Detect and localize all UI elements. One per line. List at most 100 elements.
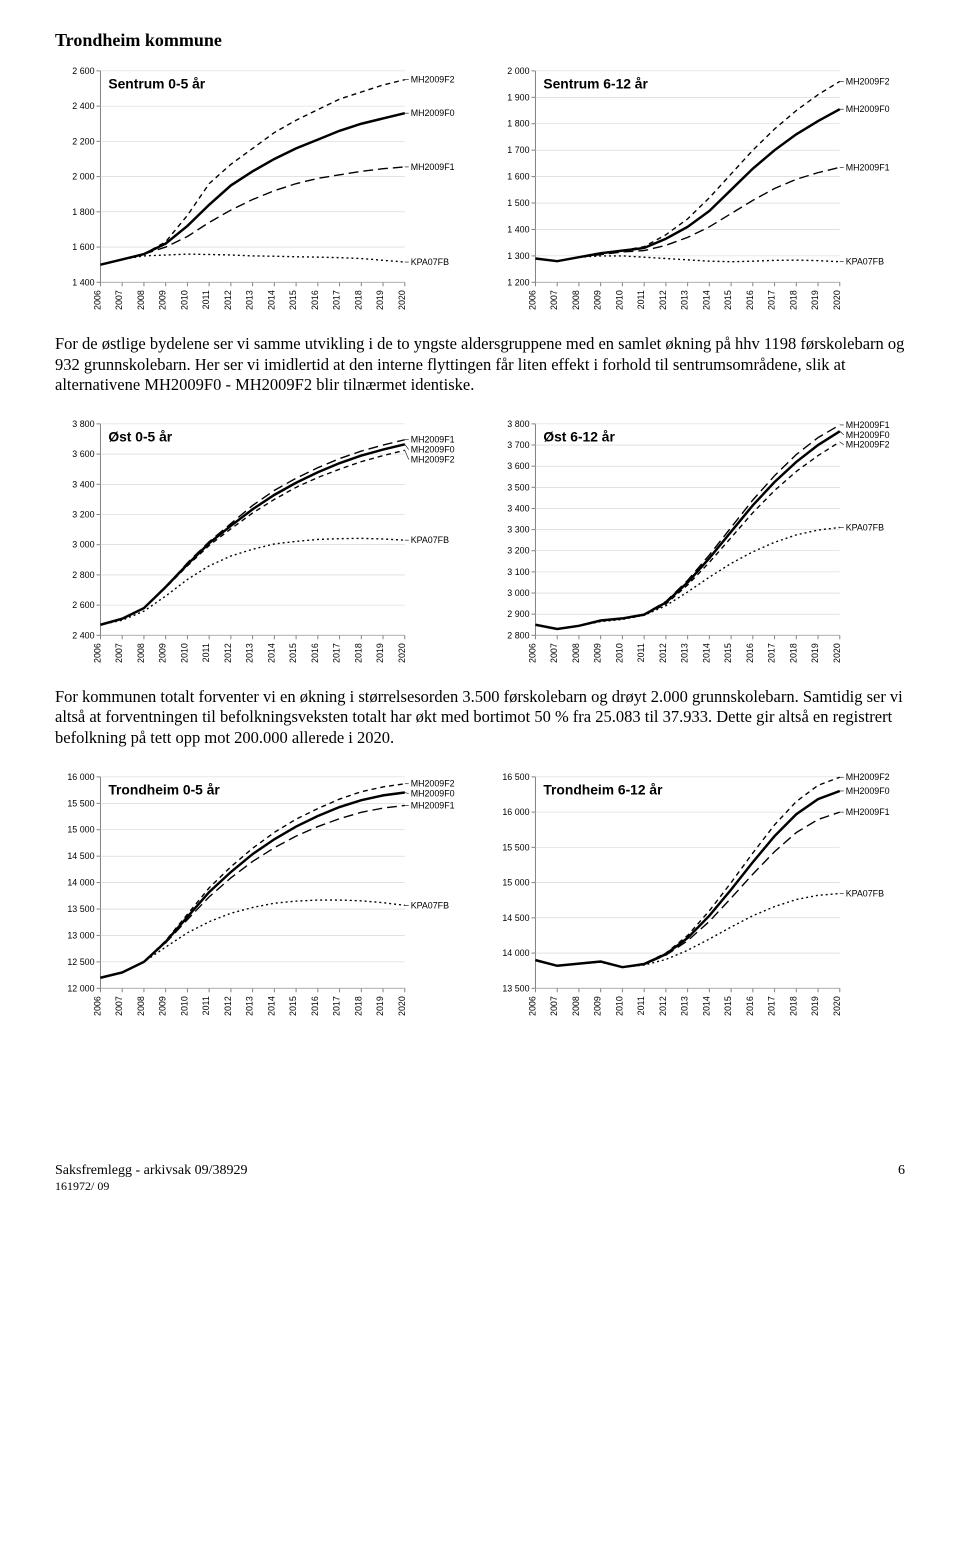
svg-text:2018: 2018 — [788, 643, 798, 663]
footer-left: Saksfremlegg - arkivsak 09/38929 — [55, 1163, 247, 1179]
svg-text:3 800: 3 800 — [72, 419, 94, 429]
paragraph-2: For kommunen totalt forventer vi en økni… — [55, 687, 905, 749]
series-label-KPA07FB: KPA07FB — [846, 257, 884, 267]
svg-text:3 300: 3 300 — [507, 524, 529, 534]
svg-text:2015: 2015 — [723, 996, 733, 1016]
svg-text:2009: 2009 — [158, 996, 168, 1016]
svg-text:2012: 2012 — [658, 643, 668, 663]
svg-text:2009: 2009 — [593, 290, 603, 310]
svg-text:2 800: 2 800 — [72, 570, 94, 580]
page-title: Trondheim kommune — [55, 30, 905, 51]
series-MH2009F0 — [535, 109, 839, 261]
series-KPA07FB — [535, 527, 839, 628]
svg-text:2007: 2007 — [114, 290, 124, 310]
series-label-KPA07FB: KPA07FB — [411, 257, 449, 267]
series-MH2009F0 — [100, 444, 404, 624]
svg-text:15 000: 15 000 — [502, 877, 529, 887]
svg-text:2014: 2014 — [701, 643, 711, 663]
svg-text:12 000: 12 000 — [67, 983, 94, 993]
svg-text:2016: 2016 — [310, 996, 320, 1016]
svg-text:2016: 2016 — [745, 290, 755, 310]
svg-text:2017: 2017 — [332, 643, 342, 663]
svg-text:2017: 2017 — [767, 996, 777, 1016]
svg-text:2009: 2009 — [593, 996, 603, 1016]
chart-ost-05: 2 4002 6002 8003 0003 2003 4003 6003 800… — [55, 414, 470, 671]
svg-text:2 600: 2 600 — [72, 600, 94, 610]
svg-text:3 400: 3 400 — [507, 503, 529, 513]
svg-text:3 400: 3 400 — [72, 479, 94, 489]
svg-text:2013: 2013 — [680, 996, 690, 1016]
svg-text:14 000: 14 000 — [67, 877, 94, 887]
chart-trondheim-05: 12 00012 50013 00013 50014 00014 50015 0… — [55, 767, 470, 1024]
svg-text:2017: 2017 — [332, 996, 342, 1016]
svg-text:2 600: 2 600 — [72, 66, 94, 76]
svg-text:2010: 2010 — [179, 996, 189, 1016]
series-label-KPA07FB: KPA07FB — [411, 900, 449, 910]
svg-text:2009: 2009 — [593, 643, 603, 663]
series-label-MH2009F2: MH2009F2 — [411, 778, 455, 788]
svg-text:2007: 2007 — [549, 996, 559, 1016]
svg-text:2 000: 2 000 — [507, 66, 529, 76]
svg-text:2 400: 2 400 — [72, 101, 94, 111]
svg-text:1 400: 1 400 — [507, 224, 529, 234]
series-KPA07FB — [100, 538, 404, 624]
series-MH2009F2 — [100, 450, 404, 624]
svg-text:1 600: 1 600 — [72, 242, 94, 252]
svg-text:15 500: 15 500 — [502, 842, 529, 852]
svg-text:2009: 2009 — [158, 643, 168, 663]
svg-text:16 000: 16 000 — [502, 807, 529, 817]
svg-text:2020: 2020 — [832, 290, 842, 310]
svg-text:2017: 2017 — [767, 290, 777, 310]
svg-text:2006: 2006 — [527, 996, 537, 1016]
svg-text:2010: 2010 — [614, 290, 624, 310]
svg-text:2013: 2013 — [245, 996, 255, 1016]
svg-text:2019: 2019 — [375, 996, 385, 1016]
svg-text:1 400: 1 400 — [72, 277, 94, 287]
svg-text:2013: 2013 — [245, 290, 255, 310]
svg-text:2015: 2015 — [723, 643, 733, 663]
svg-text:2015: 2015 — [288, 290, 298, 310]
series-label-MH2009F2: MH2009F2 — [846, 76, 890, 86]
svg-text:13 500: 13 500 — [67, 904, 94, 914]
series-label-MH2009F0: MH2009F0 — [411, 444, 455, 454]
svg-text:3 000: 3 000 — [507, 588, 529, 598]
svg-text:2018: 2018 — [353, 996, 363, 1016]
svg-text:2018: 2018 — [353, 290, 363, 310]
series-label-MH2009F1: MH2009F1 — [411, 800, 455, 810]
series-label-MH2009F0: MH2009F0 — [846, 104, 890, 114]
svg-text:2011: 2011 — [636, 996, 646, 1015]
series-label-MH2009F0: MH2009F0 — [411, 108, 455, 118]
svg-text:2018: 2018 — [788, 996, 798, 1016]
series-MH2009F1 — [535, 425, 839, 629]
series-KPA07FB — [535, 893, 839, 967]
svg-text:2013: 2013 — [680, 290, 690, 310]
svg-text:1 900: 1 900 — [507, 92, 529, 102]
series-label-MH2009F1: MH2009F1 — [846, 162, 890, 172]
svg-text:2014: 2014 — [266, 996, 276, 1016]
svg-text:3 200: 3 200 — [72, 509, 94, 519]
svg-text:2012: 2012 — [223, 290, 233, 310]
svg-text:2008: 2008 — [571, 643, 581, 663]
svg-text:2020: 2020 — [832, 643, 842, 663]
series-KPA07FB — [100, 254, 404, 265]
svg-text:2018: 2018 — [353, 643, 363, 663]
svg-text:2006: 2006 — [527, 643, 537, 663]
svg-text:16 500: 16 500 — [502, 771, 529, 781]
svg-text:3 000: 3 000 — [72, 539, 94, 549]
series-label-MH2009F0: MH2009F0 — [411, 788, 455, 798]
svg-text:3 800: 3 800 — [507, 419, 529, 429]
chart-row-2: 2 4002 6002 8003 0003 2003 4003 6003 800… — [55, 414, 905, 671]
svg-text:2014: 2014 — [701, 996, 711, 1016]
svg-text:2012: 2012 — [223, 996, 233, 1016]
svg-text:2007: 2007 — [114, 643, 124, 663]
svg-text:2 000: 2 000 — [72, 172, 94, 182]
svg-text:2019: 2019 — [810, 643, 820, 663]
series-label-MH2009F2: MH2009F2 — [411, 75, 455, 85]
svg-text:2011: 2011 — [201, 643, 211, 662]
svg-text:2008: 2008 — [571, 996, 581, 1016]
series-label-KPA07FB: KPA07FB — [411, 535, 449, 545]
svg-text:3 600: 3 600 — [72, 449, 94, 459]
footer: Saksfremlegg - arkivsak 09/38929 6 16197… — [55, 1163, 905, 1194]
svg-text:2013: 2013 — [680, 643, 690, 663]
svg-text:2020: 2020 — [397, 996, 407, 1016]
